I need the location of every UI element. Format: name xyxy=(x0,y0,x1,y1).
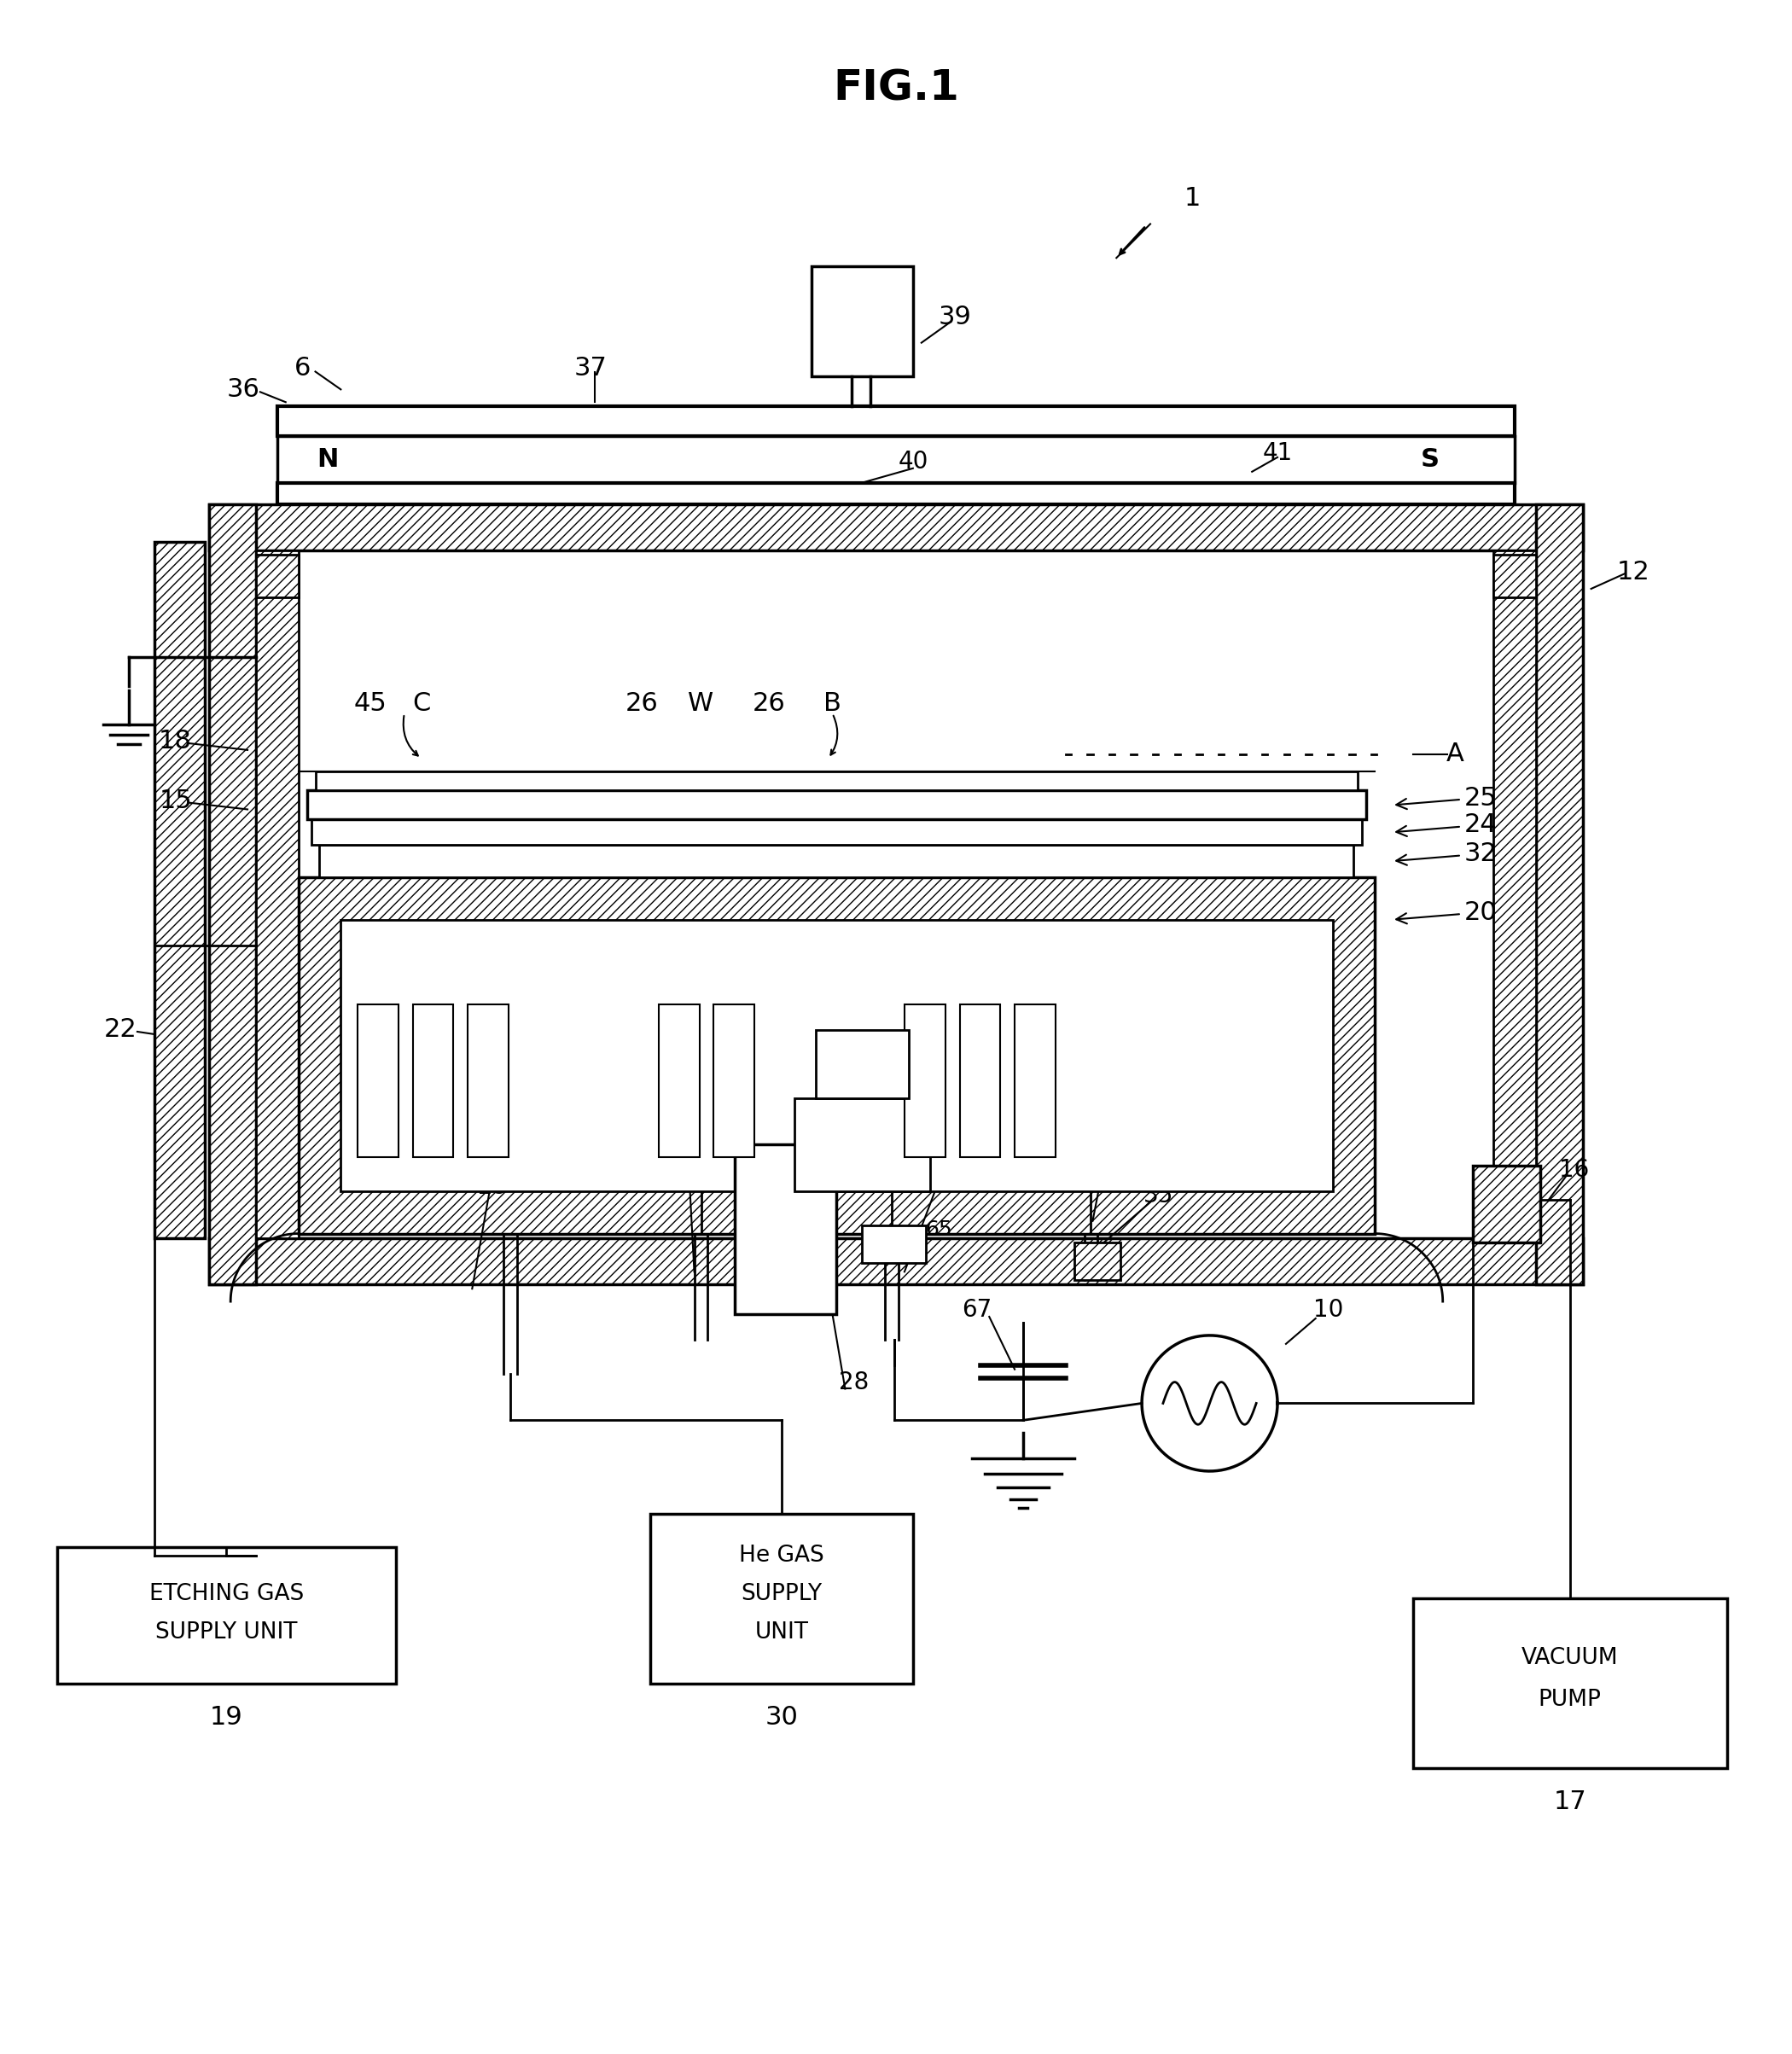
Bar xyxy=(1473,1167,1541,1243)
Bar xyxy=(256,550,299,1239)
Bar xyxy=(319,844,1353,877)
Text: SUPPLY: SUPPLY xyxy=(740,1584,823,1606)
Bar xyxy=(299,877,1374,1234)
Text: 30: 30 xyxy=(765,1705,797,1729)
Bar xyxy=(210,1239,1582,1284)
Text: 37: 37 xyxy=(573,355,607,380)
Text: 28: 28 xyxy=(821,1167,851,1191)
Bar xyxy=(278,407,1514,435)
Text: A: A xyxy=(1446,741,1464,766)
Text: 26: 26 xyxy=(753,690,785,715)
Text: 41: 41 xyxy=(1262,442,1292,464)
Bar xyxy=(315,770,1358,791)
Bar xyxy=(794,1097,930,1191)
Text: FIG.1: FIG.1 xyxy=(833,68,959,109)
Text: 27: 27 xyxy=(677,1142,708,1165)
Text: N: N xyxy=(317,448,339,472)
Text: 18: 18 xyxy=(159,729,192,754)
Text: W: W xyxy=(688,690,713,715)
Text: PUMP: PUMP xyxy=(1538,1688,1602,1711)
Text: He GAS: He GAS xyxy=(738,1545,824,1567)
Text: 1: 1 xyxy=(1185,187,1201,212)
Text: 39: 39 xyxy=(939,304,971,331)
Text: 26: 26 xyxy=(625,690,658,715)
Text: 67: 67 xyxy=(962,1298,991,1323)
Text: ETCHING GAS: ETCHING GAS xyxy=(149,1584,303,1606)
Text: UNIT: UNIT xyxy=(754,1621,808,1643)
Bar xyxy=(1493,550,1536,1239)
Text: 22: 22 xyxy=(104,1017,136,1041)
Text: 45: 45 xyxy=(353,690,387,715)
Text: SUPPLY UNIT: SUPPLY UNIT xyxy=(156,1621,297,1643)
Text: VACUUM: VACUUM xyxy=(1521,1647,1618,1670)
Text: 65: 65 xyxy=(925,1220,952,1239)
Bar xyxy=(278,435,1514,483)
Bar xyxy=(862,1224,926,1263)
Bar xyxy=(713,1004,754,1156)
Text: 40: 40 xyxy=(898,450,928,474)
Text: C: C xyxy=(412,690,430,715)
Bar xyxy=(412,1004,453,1156)
Bar xyxy=(905,1004,944,1156)
Bar xyxy=(312,820,1362,844)
Bar xyxy=(210,503,1582,550)
Bar xyxy=(650,1514,912,1684)
Text: 32: 32 xyxy=(1396,842,1496,867)
Text: B: B xyxy=(824,690,840,715)
Bar xyxy=(278,483,1514,503)
Bar xyxy=(358,1004,398,1156)
Text: 12: 12 xyxy=(1616,559,1650,583)
Text: 24: 24 xyxy=(1396,813,1496,838)
Bar xyxy=(306,791,1367,820)
Text: 27: 27 xyxy=(889,1142,919,1165)
Text: S: S xyxy=(1421,448,1439,472)
Bar xyxy=(1073,1243,1120,1280)
Bar xyxy=(468,1004,509,1156)
Text: 19: 19 xyxy=(210,1705,244,1729)
Text: 36: 36 xyxy=(228,378,260,403)
Bar xyxy=(1014,1004,1055,1156)
Bar xyxy=(735,1144,837,1315)
Bar xyxy=(256,555,299,598)
Text: 16: 16 xyxy=(1559,1158,1590,1181)
Text: 20: 20 xyxy=(1396,900,1496,924)
Bar xyxy=(57,1547,396,1684)
Bar xyxy=(210,503,256,1284)
Bar xyxy=(659,1004,699,1156)
Text: 42: 42 xyxy=(935,1142,966,1165)
Bar xyxy=(1414,1598,1727,1768)
Bar xyxy=(959,1004,1000,1156)
Bar xyxy=(812,267,912,376)
Text: 25: 25 xyxy=(1396,785,1496,809)
Text: 6: 6 xyxy=(294,355,310,380)
Text: 28: 28 xyxy=(839,1370,869,1395)
Bar xyxy=(1536,503,1582,1284)
Bar xyxy=(1493,555,1536,598)
Text: 15: 15 xyxy=(159,789,192,813)
Text: 10: 10 xyxy=(1314,1298,1344,1323)
Text: 33: 33 xyxy=(1102,1124,1131,1148)
Bar xyxy=(815,1029,909,1097)
Text: 17: 17 xyxy=(1554,1789,1586,1814)
Bar xyxy=(340,920,1333,1191)
Text: 29: 29 xyxy=(478,1175,509,1200)
Bar xyxy=(154,542,204,1239)
Text: 35: 35 xyxy=(1143,1183,1174,1208)
